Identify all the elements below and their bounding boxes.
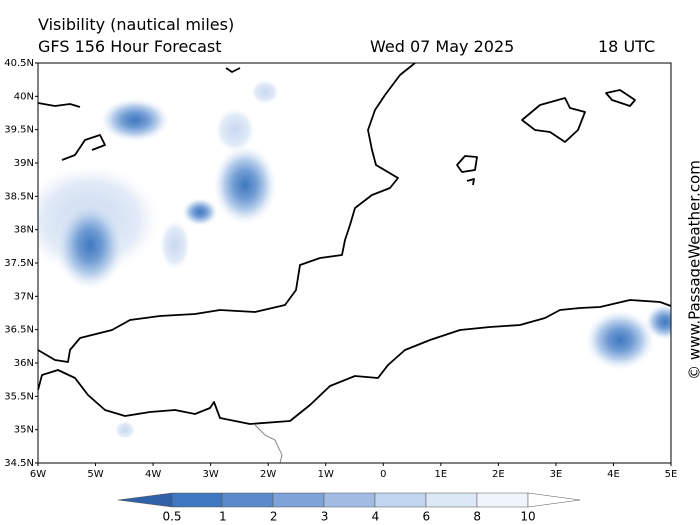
forecast-date: Wed 07 May 2025: [370, 37, 514, 56]
lat-label: 36N: [14, 358, 34, 369]
border-line: [254, 424, 283, 463]
lon-label: 5W: [87, 469, 103, 480]
lat-label: 35N: [14, 425, 34, 436]
lat-label: 38N: [14, 225, 34, 236]
colorbar-segment: [527, 492, 581, 508]
forecast-time: 18 UTC: [598, 37, 655, 56]
lon-label: 1W: [318, 469, 334, 480]
colorbar-segment: [374, 492, 427, 508]
lon-label: 6W: [30, 469, 46, 480]
low-visibility-area: [213, 145, 277, 225]
axes: 40.5N 40N 39.5N 39N 38.5N 38N 37.5N 37N 36.5N 36N…: [4, 58, 677, 480]
coastline-africa: [38, 299, 671, 425]
colorbar-segment: [323, 492, 376, 508]
watermark: © www.PassageWeather.com: [686, 160, 700, 380]
lon-label: 1E: [434, 469, 447, 480]
lon-label: 4E: [607, 469, 620, 480]
low-visibility-area: [182, 198, 218, 226]
colorbar-label: 4: [372, 510, 380, 524]
lat-label: 39.5N: [4, 125, 34, 136]
lat-label: 37.5N: [4, 258, 34, 269]
colorbar: 0.5 1 2 3 4 6 8 10: [117, 492, 581, 524]
haze-area: [251, 80, 279, 104]
lon-label: 3E: [550, 469, 563, 480]
lon-label: 0: [380, 469, 386, 480]
lat-label: 39N: [14, 158, 34, 169]
coastline-portugal-north: [38, 102, 81, 108]
lat-label: 40.5N: [4, 58, 34, 69]
lat-label: 35.5N: [4, 391, 34, 402]
low-visibility-area: [645, 304, 671, 340]
haze-area: [115, 421, 135, 439]
lon-label: 4W: [145, 469, 161, 480]
colorbar-segment: [117, 492, 173, 508]
lon-label: 2E: [492, 469, 505, 480]
visibility-field: [38, 63, 671, 463]
colorbar-label: 6: [422, 510, 430, 524]
colorbar-segment: [476, 492, 529, 508]
island-mallorca: [521, 97, 586, 143]
haze-area: [160, 220, 190, 270]
coast-fragment: [225, 67, 241, 73]
colorbar-label: 2: [270, 510, 278, 524]
colorbar-label: 10: [520, 510, 535, 524]
low-visibility-area: [55, 200, 125, 290]
lon-label: 2W: [260, 469, 276, 480]
map-title: Visibility (nautical miles): [38, 15, 234, 34]
lat-label: 36.5N: [4, 325, 34, 336]
colorbar-segment: [272, 492, 325, 508]
colorbar-segment: [221, 492, 274, 508]
island-ibiza: [456, 155, 478, 173]
low-visibility-area: [585, 310, 655, 370]
colorbar-label: 3: [321, 510, 329, 524]
colorbar-label: 1: [219, 510, 227, 524]
lat-label: 37N: [14, 291, 34, 302]
lon-label: 5E: [665, 469, 678, 480]
colorbar-label: 8: [473, 510, 481, 524]
lon-label: 3W: [203, 469, 219, 480]
lat-label: 34.5N: [4, 458, 34, 469]
island-formentera: [466, 178, 475, 186]
colorbar-segment: [171, 492, 223, 508]
haze-area: [215, 108, 255, 152]
map-subtitle: GFS 156 Hour Forecast: [38, 37, 222, 56]
coastline-spain: [38, 63, 416, 363]
colorbar-label: 0.5: [162, 510, 181, 524]
lat-label: 38.5N: [4, 191, 34, 202]
low-visibility-area: [100, 98, 170, 142]
colorbar-segment: [425, 492, 478, 508]
coastline-gulf: [61, 134, 106, 161]
lat-label: 40N: [14, 91, 34, 102]
island-menorca: [605, 89, 636, 107]
